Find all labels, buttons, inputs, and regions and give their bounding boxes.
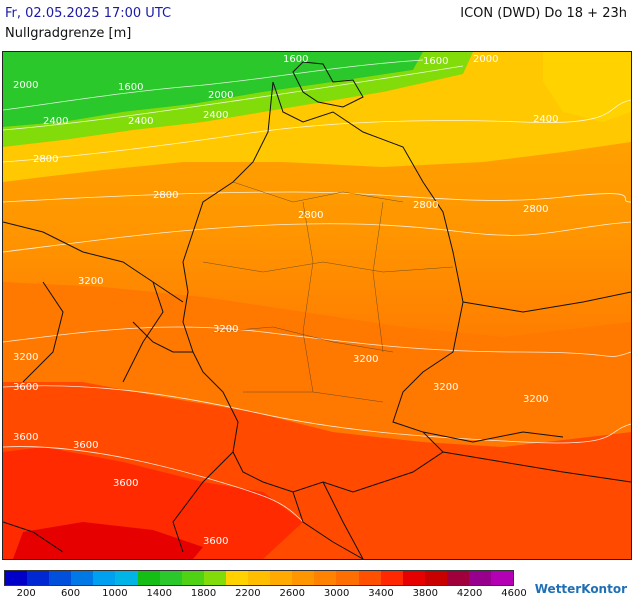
contour-label: 2400 [43, 116, 68, 127]
legend-swatch [292, 571, 315, 585]
contour-label: 3600 [13, 432, 38, 443]
legend-swatch [314, 571, 337, 585]
contour-label: 3200 [13, 352, 38, 363]
legend-swatch [49, 571, 72, 585]
denmark-coast [292, 61, 364, 108]
legend-swatch [380, 571, 403, 585]
legend-tick-label: 3000 [323, 588, 350, 599]
legend-swatch [446, 571, 469, 585]
parameter-title: Nullgradgrenze [m] [5, 26, 132, 41]
legend-swatch [159, 571, 182, 585]
legend-tick-label: 200 [16, 588, 36, 599]
legend-swatch [424, 571, 447, 585]
region-2400-east [543, 52, 631, 122]
legend-swatch [358, 571, 381, 585]
contour-label: 3600 [13, 382, 38, 393]
contour-label: 2000 [13, 80, 38, 91]
forecast-datetime: Fr, 02.05.2025 17:00 UTC [5, 6, 172, 21]
legend-swatch [137, 571, 160, 585]
contour-label: 3200 [433, 382, 458, 393]
contour-label: 3200 [523, 394, 548, 405]
legend-tick-label: 4600 [501, 588, 527, 599]
contour-label: 3600 [73, 440, 98, 451]
legend-swatch [27, 571, 50, 585]
legend-swatch [336, 571, 359, 585]
legend-swatch [203, 571, 226, 585]
legend-swatch [181, 571, 204, 585]
legend-tick-label: 4200 [456, 588, 483, 599]
legend-tick-label: 1000 [102, 588, 128, 599]
contour-label: 2000 [208, 90, 233, 101]
contour-label: 2800 [298, 210, 323, 221]
contour-label: 2800 [153, 190, 178, 201]
contour-label: 1600 [118, 82, 143, 93]
brand-logo: WetterKontor [534, 582, 627, 596]
legend-swatch [248, 571, 271, 585]
legend-tick-label: 1800 [190, 588, 217, 599]
legend-tick-label: 3800 [412, 588, 439, 599]
contour-label: 3200 [78, 276, 103, 287]
legend-swatch [225, 571, 249, 585]
legend-tick-label: 2600 [279, 588, 305, 599]
country-borders [3, 81, 631, 559]
legend-swatch [402, 571, 425, 585]
contour-label: 2400 [128, 116, 153, 127]
contour-label: 3600 [113, 478, 138, 489]
contour-label: 1600 [283, 54, 308, 65]
model-run: ICON (DWD) Do 18 + 23h [460, 6, 627, 21]
color-scale-legend [4, 570, 514, 586]
legend-swatch [71, 571, 94, 585]
legend-tick-label: 1400 [146, 588, 172, 599]
legend-swatch [115, 571, 138, 585]
legend-swatch [468, 571, 492, 585]
region-3200 [3, 282, 631, 447]
legend-tick-labels: 200 600 1000 1400 1800 2200 2600 3000 3400 3800 42… [4, 588, 527, 600]
state-borders [202, 181, 454, 403]
contour-label: 3200 [213, 324, 238, 335]
legend-tick-label: 600 [60, 588, 81, 599]
freezing-level-map: 1600 1600 1600 2000 2000 2000 2400 2400 2400 2400… [2, 51, 632, 560]
contour-label: 1600 [423, 56, 448, 67]
contour-label: 2000 [473, 54, 498, 65]
contour-label: 2400 [203, 110, 228, 121]
legend-swatch [5, 571, 28, 585]
contour-label: 3200 [353, 354, 378, 365]
contour-label: 3600 [203, 536, 228, 547]
contour-label: 2800 [413, 200, 438, 211]
contour-label: 2800 [33, 154, 58, 165]
contour-label: 2400 [533, 114, 558, 125]
contour-lines [3, 59, 631, 523]
region-2000 [3, 52, 473, 147]
legend-tick-label: 3400 [368, 588, 394, 599]
legend-swatch [270, 571, 293, 585]
legend-swatch [93, 571, 116, 585]
legend-tick-label: 2200 [235, 588, 261, 599]
legend-swatch [491, 571, 514, 585]
contour-label: 2800 [523, 204, 548, 215]
